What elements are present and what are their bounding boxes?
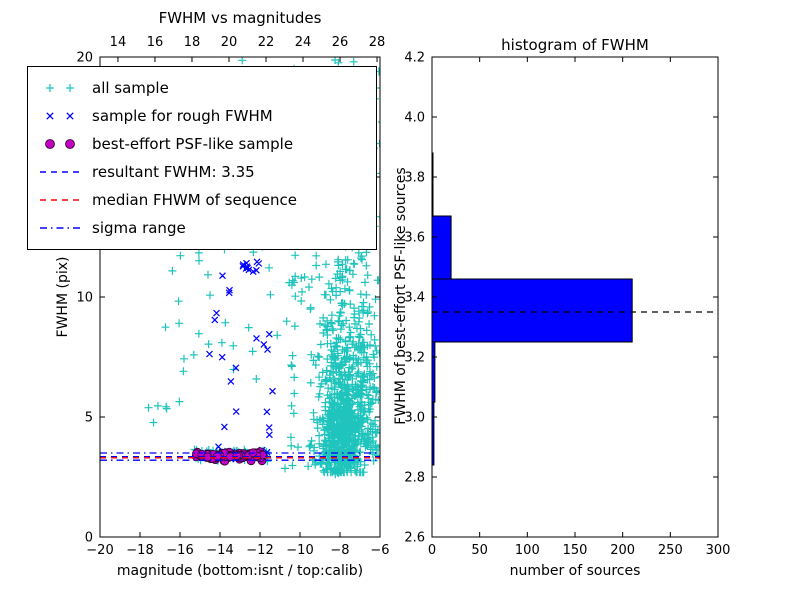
x-tick-label-top: 28 — [369, 35, 386, 50]
y-tick-label: 3.0 — [404, 411, 425, 426]
histogram-bar — [431, 278, 633, 343]
legend-item-sigma-range: sigma range — [37, 214, 367, 242]
y-tick-label: 0 — [85, 531, 93, 546]
y-tick-label: 3.4 — [404, 291, 425, 306]
scatter-ylabel: FWHM (pix) — [55, 256, 71, 338]
x-tick-label: 200 — [610, 543, 635, 558]
x-tick-label-bottom: −6 — [370, 543, 389, 558]
x-tick-label: 100 — [515, 543, 540, 558]
y-tick-label: 3.8 — [404, 171, 425, 186]
y-tick-label: 5 — [85, 411, 93, 426]
x-tick-label: 250 — [658, 543, 683, 558]
y-tick-label: 2.8 — [404, 471, 425, 486]
y-tick-label: 4.2 — [404, 51, 425, 66]
y-tick-label: 2.6 — [404, 531, 425, 546]
y-tick-label: 3.2 — [404, 351, 425, 366]
x-tick-label: 300 — [706, 543, 731, 558]
x-tick-label-top: 18 — [184, 35, 201, 50]
histogram-xlabel: number of sources — [509, 563, 641, 579]
scatter-ticks — [99, 56, 381, 538]
y-tick-label: 4.0 — [404, 111, 425, 126]
y-tick-label: 20 — [76, 51, 93, 66]
scatter-series-sample-for-rough-fwhm — [199, 258, 276, 463]
legend-label: sample for rough FWHM — [92, 107, 273, 125]
x-tick-label-top: 24 — [295, 35, 312, 50]
x-tick-label-bottom: −10 — [286, 543, 313, 558]
legend-line-sample — [40, 199, 80, 201]
histogram-bar — [431, 215, 452, 280]
scatter-xlabel: magnitude (bottom:isnt / top:calib) — [116, 563, 364, 579]
histogram-ylabel: FWHM of best-effort PSF-like sources — [393, 167, 409, 425]
x-tick-label-top: 16 — [147, 35, 164, 50]
x-tick-label: 0 — [428, 543, 436, 558]
legend-item-all-sample: all sample — [37, 74, 367, 102]
legend-item-median-fhwm-of-sequence: median FHWM of sequence — [37, 186, 367, 214]
x-tick-label-bottom: −14 — [206, 543, 233, 558]
legend-line-sample — [40, 227, 80, 229]
histogram-title: histogram of FWHM — [501, 36, 649, 54]
x-tick-label: 50 — [471, 543, 488, 558]
histogram-ticks — [431, 56, 719, 538]
legend-marker-sample — [46, 112, 74, 120]
legend-line-sample — [40, 171, 80, 173]
legend-label: resultant FWHM: 3.35 — [92, 163, 255, 181]
x-tick-label-bottom: −8 — [330, 543, 349, 558]
legend-marker-sample — [46, 84, 74, 92]
legend-item-sample-for-rough-fwhm: sample for rough FWHM — [37, 102, 367, 130]
legend-label: median FHWM of sequence — [92, 191, 297, 209]
scatter-series-best-effort-psf-like-sample — [191, 447, 268, 466]
legend-label: all sample — [92, 79, 169, 97]
legend: all sample sample for rough FWHM best-effo… — [27, 66, 377, 250]
x-tick-label-bottom: −16 — [166, 543, 193, 558]
legend-item-resultant-fwhm-3-35: resultant FWHM: 3.35 — [37, 158, 367, 186]
histogram-area — [431, 152, 718, 466]
x-tick-label-bottom: −20 — [86, 543, 113, 558]
x-tick-label-bottom: −18 — [126, 543, 153, 558]
x-tick-label: 150 — [563, 543, 588, 558]
x-tick-label-bottom: −12 — [246, 543, 273, 558]
legend-marker-sample — [45, 139, 75, 149]
legend-label: best-effort PSF-like sample — [92, 135, 294, 153]
x-tick-label-top: 22 — [258, 35, 275, 50]
y-tick-label: 3.6 — [404, 231, 425, 246]
legend-label: sigma range — [92, 219, 186, 237]
scatter-plot-area — [100, 57, 380, 479]
scatter-title: FWHM vs magnitudes — [158, 9, 322, 27]
x-tick-label-top: 20 — [221, 35, 238, 50]
x-tick-label-top: 14 — [110, 35, 127, 50]
legend-item-best-effort-psf-like-sample: best-effort PSF-like sample — [37, 130, 367, 158]
y-tick-label: 10 — [76, 291, 93, 306]
x-tick-label-top: 26 — [332, 35, 349, 50]
